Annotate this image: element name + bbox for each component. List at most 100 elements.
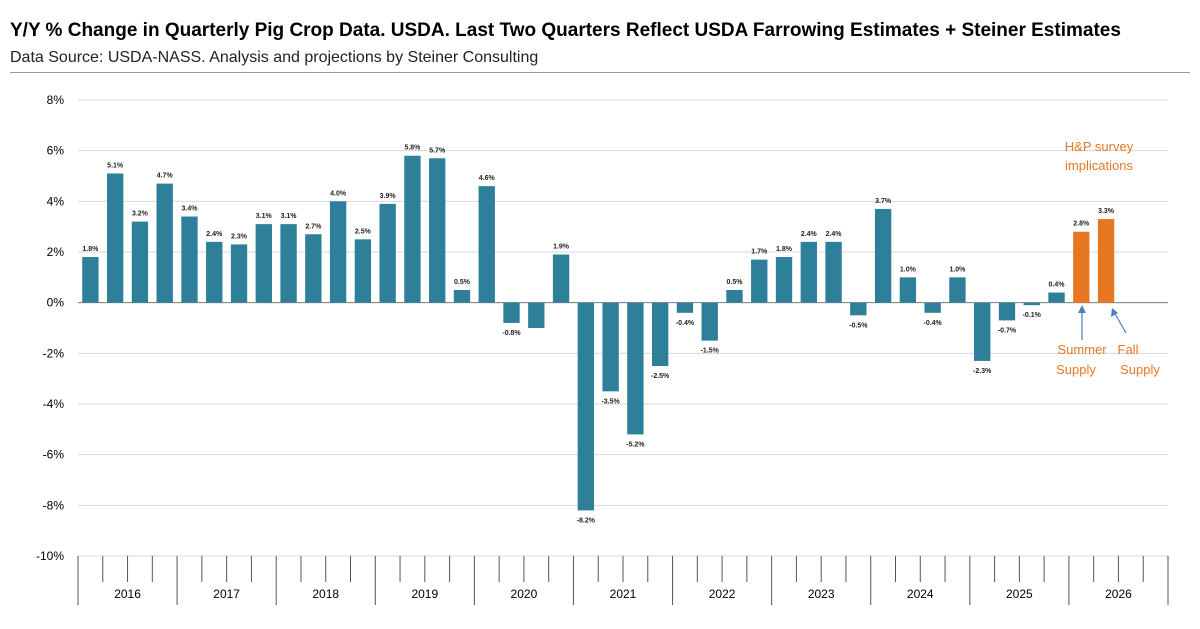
data-label: -5.2%: [626, 441, 645, 448]
y-tick-label: 8%: [47, 93, 65, 107]
data-label: 4.7%: [157, 173, 174, 180]
bar: [503, 302, 520, 323]
bar: [354, 239, 372, 303]
bar: [305, 234, 322, 303]
data-label: 1.7%: [751, 249, 768, 256]
data-label: -0.4%: [924, 320, 943, 327]
bar: [874, 208, 892, 303]
bar: [528, 302, 545, 328]
x-year-label: 2017: [213, 587, 240, 601]
y-tick-label: -6%: [43, 448, 65, 462]
data-labels: 1.8% 5.1% 3.2% 4.7% 3.4% 2.4% 2.3% 3.1% 3.1% 2.7%…: [82, 145, 1114, 525]
data-label: 2.4%: [801, 231, 818, 238]
bar: [131, 221, 149, 303]
bar: [676, 302, 694, 313]
data-label: -2.3%: [973, 368, 992, 375]
y-tick-label: 6%: [47, 144, 65, 158]
chart-title: Y/Y % Change in Quarterly Pig Crop Data.…: [10, 20, 1121, 41]
bar: [552, 254, 570, 303]
y-tick-label: -10%: [36, 549, 64, 563]
bar: [453, 290, 471, 303]
x-axis: 2016 2017 2018 2019 2020 2021 2022 2023 2024 2025…: [77, 556, 1169, 605]
data-label: 3.7%: [875, 198, 892, 205]
y-tick-label: -2%: [43, 346, 65, 360]
data-label: 2.5%: [355, 228, 372, 235]
bar: [329, 201, 347, 303]
bar: [1048, 292, 1065, 303]
data-label: -0.5%: [849, 322, 868, 329]
x-year-label: 2019: [411, 587, 438, 601]
bar: [379, 203, 396, 303]
hp-survey-annotation-line2: implications: [1065, 158, 1133, 173]
data-label: 5.8%: [404, 145, 421, 152]
bar: [181, 216, 198, 303]
bar: [974, 302, 991, 361]
data-label: 3.1%: [281, 213, 298, 220]
y-tick-label: 0%: [47, 296, 65, 310]
data-label: 2.7%: [305, 223, 322, 230]
data-label: 2.3%: [231, 233, 248, 240]
data-label: -0.7%: [998, 327, 1017, 334]
y-tick-label: 2%: [47, 245, 65, 259]
data-label: 3.4%: [181, 206, 198, 213]
x-year-label: 2020: [511, 587, 538, 601]
data-label: 2.4%: [206, 231, 223, 238]
bar: [602, 302, 619, 392]
data-label: 4.6%: [479, 175, 496, 182]
summer-supply-annotation-line1: Summer: [1057, 342, 1107, 357]
bar: [850, 302, 867, 316]
bar: [924, 302, 941, 313]
fall-supply-annotation-line1: Fall: [1118, 342, 1139, 357]
bar: [899, 277, 917, 303]
annotations: H&P survey implications Summer Supply Fa…: [1056, 139, 1160, 377]
data-label: 1.0%: [949, 266, 966, 273]
data-label: 2.8%: [1073, 221, 1090, 228]
bar: [1023, 302, 1040, 306]
bar: [82, 257, 99, 303]
bars: [82, 155, 1115, 511]
hp-survey-annotation-line1: H&P survey: [1065, 139, 1134, 154]
y-axis-ticks: 8% 6% 4% 2% 0% -2% -4% -6% -8% -10%: [36, 93, 64, 563]
x-year-label: 2026: [1105, 587, 1132, 601]
projection-bar: [1097, 219, 1115, 303]
data-label: 1.8%: [82, 246, 99, 253]
data-label: 1.9%: [553, 244, 570, 251]
bar: [627, 302, 644, 435]
bar: [651, 302, 669, 366]
bar: [949, 277, 966, 303]
data-label: 0.4%: [1049, 282, 1066, 289]
x-year-label: 2025: [1006, 587, 1033, 601]
x-year-label: 2018: [312, 587, 339, 601]
bar: [280, 224, 297, 303]
fall-supply-annotation-line2: Supply: [1120, 362, 1160, 377]
summer-supply-arrow: [1078, 305, 1086, 340]
bar: [255, 224, 272, 303]
bar: [478, 186, 495, 303]
header-divider: [10, 72, 1190, 73]
bar: [701, 302, 718, 341]
data-label: -0.4%: [676, 320, 695, 327]
data-label: 1.0%: [900, 266, 917, 273]
x-year-label: 2024: [907, 587, 934, 601]
data-label: 0.5%: [726, 279, 743, 286]
data-label: 3.9%: [380, 193, 397, 200]
bar: [800, 241, 817, 303]
data-label: 2.4%: [826, 231, 843, 238]
data-label: -0.8%: [502, 330, 521, 337]
bar: [726, 290, 743, 303]
bar: [156, 183, 173, 303]
x-year-label: 2016: [114, 587, 141, 601]
bar: [230, 244, 248, 303]
projection-bar: [1073, 231, 1090, 303]
data-label: 5.1%: [107, 162, 124, 169]
data-label: -0.1%: [1023, 312, 1042, 319]
data-label: -1.5%: [701, 348, 720, 355]
bar: [206, 241, 223, 303]
data-label: 3.3%: [1098, 208, 1115, 215]
bar: [404, 155, 421, 303]
bar: [106, 173, 124, 303]
y-tick-label: -4%: [43, 397, 65, 411]
x-year-label: 2023: [808, 587, 835, 601]
summer-supply-annotation-line2: Supply: [1056, 362, 1096, 377]
